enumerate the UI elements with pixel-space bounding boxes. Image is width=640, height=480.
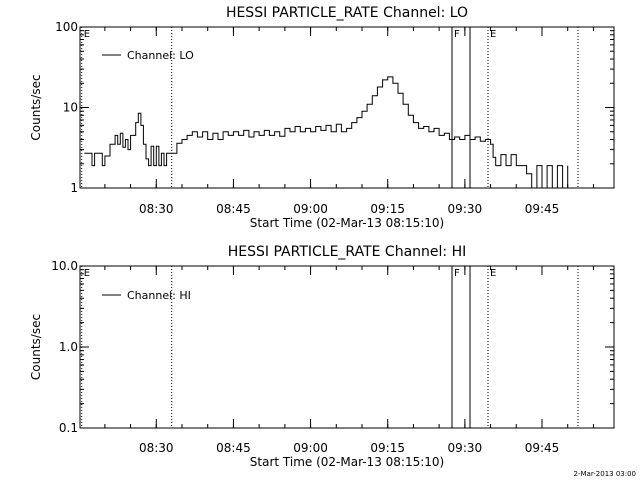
event-marker-label: E: [490, 268, 496, 279]
legend-label: Channel: LO: [127, 49, 194, 62]
event-marker-label: E: [490, 29, 496, 40]
x-axis-label: Start Time (02-Mar-13 08:15:10): [250, 455, 444, 469]
x-tick-label: 08:45: [216, 202, 251, 216]
x-axis-label: Start Time (02-Mar-13 08:15:10): [250, 216, 444, 230]
x-tick-label: 09:00: [293, 202, 328, 216]
x-tick-label: 09:30: [448, 441, 483, 455]
plot-timestamp: 2-Mar-2013 03:00: [573, 470, 636, 478]
x-tick-label: 09:45: [525, 441, 560, 455]
series-line: [84, 76, 569, 189]
y-tick-label: 1.0: [59, 340, 78, 354]
x-tick-label: 09:15: [370, 441, 405, 455]
event-marker-label: E: [84, 29, 90, 40]
x-tick-label: 08:30: [139, 202, 174, 216]
x-tick-label: 09:15: [370, 202, 405, 216]
event-marker-label: F: [454, 268, 460, 279]
y-tick-label: 1: [70, 181, 78, 195]
chart-title: HESSI PARTICLE_RATE Channel: HI: [228, 244, 466, 260]
y-tick-label: 10.0: [51, 259, 78, 273]
x-tick-label: 08:45: [216, 441, 251, 455]
event-marker-label: E: [84, 268, 90, 279]
y-tick-label: 100: [55, 20, 78, 34]
legend-label: Channel: HI: [127, 289, 191, 302]
y-axis-label: Counts/sec: [29, 314, 43, 380]
y-tick-label: 0.1: [59, 421, 78, 435]
y-tick-label: 10: [63, 101, 78, 115]
chart-title: HESSI PARTICLE_RATE Channel: LO: [226, 5, 468, 21]
x-tick-label: 08:30: [139, 441, 174, 455]
x-tick-label: 09:45: [525, 202, 560, 216]
y-axis-label: Counts/sec: [29, 74, 43, 140]
x-tick-label: 09:00: [293, 441, 328, 455]
x-tick-label: 09:30: [448, 202, 483, 216]
event-marker-label: F: [454, 29, 460, 40]
